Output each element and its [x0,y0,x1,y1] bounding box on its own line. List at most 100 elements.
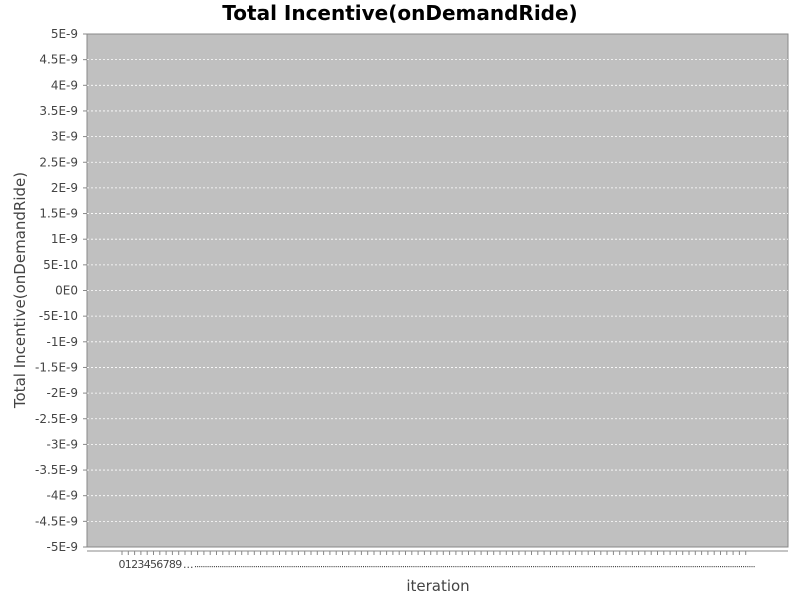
x-tick-label-truncated [342,566,343,568]
x-tick-label-truncated [283,566,285,568]
x-tick-label-truncated [367,566,369,568]
x-tick-label-truncated [493,566,495,568]
y-tick-label: -2.5E-9 [35,412,78,426]
x-tick-label: 8 [169,558,176,571]
y-tick-label: -5E-9 [46,540,78,554]
x-tick-label-truncated [211,566,213,568]
x-tick-label-truncated [423,566,425,568]
chart-title: Total Incentive(onDemandRide) [222,1,577,25]
x-tick-label-truncated [682,566,684,568]
x-tick-label-truncated [314,566,316,568]
x-tick-label: 9 [175,558,182,571]
x-tick-label-truncated [726,566,728,568]
x-tick-label-truncated [690,566,692,568]
x-tick-label-truncated [434,566,436,568]
x-tick-label-truncated [671,566,673,568]
y-tick-label: 1.5E-9 [39,207,78,221]
x-tick-label-truncated [516,566,518,568]
x-tick-label-truncated [602,566,604,568]
y-axis-ticks: 5E-9 4.5E-9 4E-9 3.5E-9 3E-9 2.5E-9 2E-9 1.5E-9… [35,27,87,554]
x-tick-label-truncated [402,566,404,568]
x-tick-label-truncated [205,566,207,568]
x-tick-label-truncated [316,566,318,568]
x-tick-label-truncated [426,566,427,568]
x-tick-label-truncated [407,566,409,568]
x-tick-label-truncated [633,566,635,568]
x-tick-label-truncated [352,566,354,568]
y-tick-label: 2.5E-9 [39,155,78,169]
x-tick-label-truncated [505,566,507,568]
x-tick-label-truncated [375,566,377,568]
x-tick-label-truncated [589,566,591,568]
x-tick-label-truncated [621,566,623,568]
x-tick-label-truncated [482,566,484,568]
x-tick-label-truncated [472,566,474,568]
x-tick-label-truncated [596,566,598,568]
x-tick-label-truncated [619,566,621,568]
x-tick-label-truncated [623,566,625,568]
x-tick-label-truncated [386,566,388,568]
x-tick-label-truncated [673,566,675,568]
x-tick-label-truncated [484,566,486,568]
x-tick-label-truncated [247,566,249,568]
x-tick-label-truncated [323,566,325,568]
x-tick-label-truncated [709,566,711,568]
x-tick-label-truncated [232,566,234,568]
x-tick-label-truncated [531,566,532,568]
x-tick-label-truncated [199,566,201,568]
x-tick-label-truncated [268,566,270,568]
x-tick-label-truncated [453,566,455,568]
x-tick-label-truncated [354,566,356,568]
x-tick-label-truncated [612,566,614,568]
y-axis-label: Total Incentive(onDemandRide) [11,172,29,409]
x-tick-label-truncated [321,566,322,568]
x-tick-label-truncated [489,566,490,568]
x-tick-label-truncated [442,566,444,568]
x-tick-label-truncated [556,566,558,568]
x-tick-label: 3 [137,558,144,571]
x-tick-label-truncated [304,566,306,568]
x-tick-label-truncated [736,566,738,568]
x-tick-label-truncated [405,566,406,568]
x-tick-label-truncated [195,566,196,568]
x-tick-label-truncated [657,566,658,568]
x-tick-label-truncated [615,566,616,568]
x-tick-label-truncated [524,566,526,568]
x-tick-label-truncated [436,566,438,568]
x-tick-label-truncated [654,566,656,568]
x-tick-label-truncated [661,566,663,568]
x-tick-label: 4 [144,558,151,571]
x-tick-label-truncated [507,566,509,568]
x-tick-label-truncated [409,566,411,568]
x-tick-label-truncated [381,566,383,568]
x-tick-label-truncated [705,566,707,568]
x-tick-label-truncated [220,566,222,568]
x-tick-label-truncated [583,566,585,568]
x-tick-label-truncated [535,566,537,568]
x-tick-label-truncated [379,566,381,568]
x-tick-label: 6 [156,558,163,571]
x-tick-label-truncated [428,566,430,568]
y-tick-label: -3E-9 [46,437,78,451]
x-tick-label-truncated [587,566,589,568]
x-tick-label-truncated [650,566,652,568]
x-tick-label-truncated [547,566,549,568]
x-tick-label-truncated [598,566,600,568]
x-tick-label-truncated [222,566,224,568]
x-tick-label-truncated [501,566,503,568]
x-tick-label-truncated [659,566,661,568]
x-tick-label-truncated [627,566,629,568]
x-axis-ticks: 0 1 2 3 4 5 6 7 8 9... [119,551,755,571]
x-tick-label-truncated [468,566,469,568]
x-tick-label-truncated [573,566,574,568]
x-tick-label-truncated [444,566,446,568]
x-tick-label-truncated [253,566,255,568]
x-tick-label-truncated [577,566,579,568]
x-tick-label-truncated [699,566,700,568]
x-tick-label-truncated [684,566,686,568]
x-tick-label-truncated [331,566,333,568]
x-tick-label-truncated [648,566,650,568]
x-tick-label-truncated [329,566,331,568]
x-tick-label-truncated [384,566,385,568]
